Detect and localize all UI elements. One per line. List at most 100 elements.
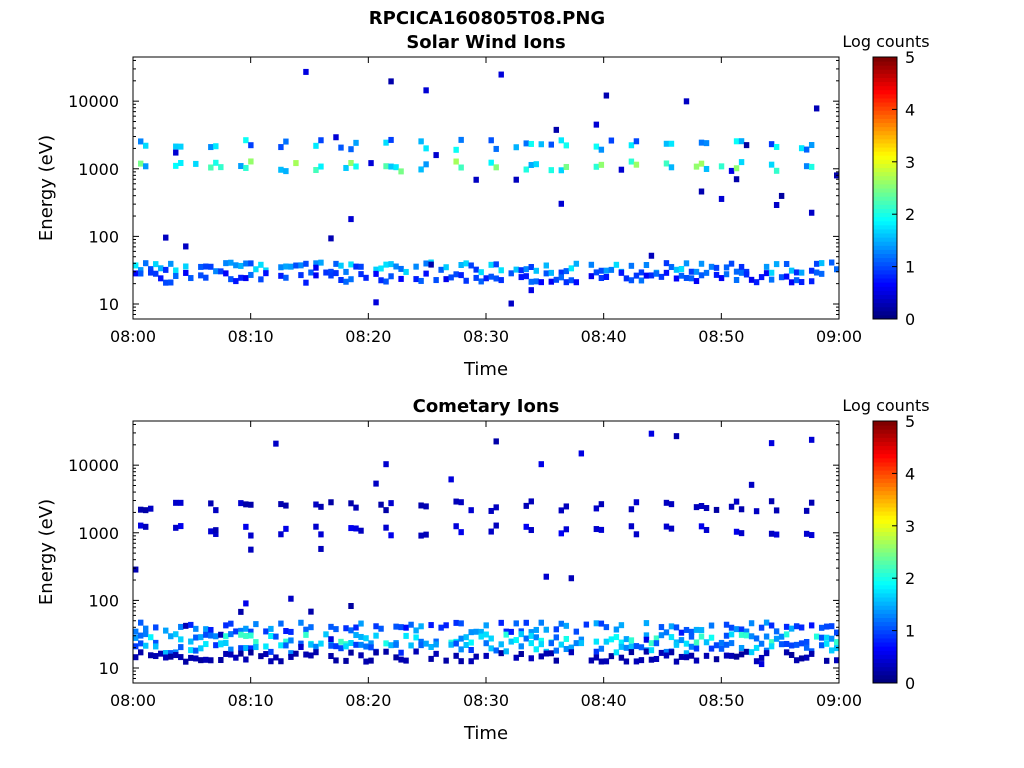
colorbar-step bbox=[873, 629, 897, 635]
spectrogram-cell bbox=[328, 623, 334, 630]
spectrogram-cell bbox=[473, 628, 479, 635]
spectrogram-cell bbox=[688, 643, 695, 650]
spectrogram-cell bbox=[593, 638, 600, 645]
spectrogram-cell bbox=[733, 176, 740, 183]
spectrogram-cell bbox=[143, 163, 149, 170]
spectrogram-cell bbox=[138, 640, 144, 647]
spectrogram-cell bbox=[673, 624, 680, 631]
spectrogram-cell bbox=[698, 139, 705, 146]
spectrogram-cell bbox=[313, 272, 319, 279]
spectrogram-cell bbox=[638, 657, 645, 664]
spectrogram-cell bbox=[758, 661, 765, 668]
spectrogram-cell bbox=[783, 631, 790, 638]
spectrogram-cell bbox=[343, 657, 349, 664]
spectrogram-cell bbox=[478, 269, 484, 276]
spectrogram-cell bbox=[408, 642, 414, 649]
colorbar-step bbox=[873, 658, 897, 664]
colorbar-step bbox=[873, 269, 897, 275]
spectrogram-cell bbox=[388, 532, 394, 539]
spectrogram-cell bbox=[138, 267, 144, 274]
spectrogram-cell bbox=[728, 631, 735, 638]
spectrogram-cell bbox=[483, 640, 489, 647]
spectrogram-cell bbox=[523, 266, 529, 273]
spectrogram-cell bbox=[558, 507, 565, 514]
colorbar-step bbox=[873, 564, 897, 569]
spectrogram-cell bbox=[368, 640, 374, 647]
spectrogram-cell bbox=[638, 277, 645, 284]
spectrogram-cell bbox=[458, 658, 464, 665]
spectrogram-cell bbox=[183, 263, 189, 270]
colorbar-tick-label: 1 bbox=[905, 258, 915, 277]
spectrogram-cell bbox=[238, 500, 244, 507]
colorbar-step bbox=[873, 506, 897, 512]
spectrogram-cell bbox=[763, 270, 770, 277]
spectrogram-cell bbox=[233, 654, 239, 661]
spectrogram-cell bbox=[703, 639, 710, 646]
spectrogram-cell bbox=[208, 657, 214, 664]
spectrogram-cell bbox=[553, 634, 560, 641]
spectrogram-cell bbox=[733, 653, 740, 660]
x-tick-label: 08:40 bbox=[581, 327, 627, 346]
spectrogram-cell bbox=[418, 532, 424, 539]
spectrogram-cell bbox=[673, 275, 680, 282]
spectrogram-cell bbox=[798, 145, 805, 152]
spectrogram-cell bbox=[143, 625, 149, 632]
spectrogram-cell bbox=[268, 633, 274, 639]
spectrogram-cell bbox=[538, 637, 544, 644]
spectrogram-cell bbox=[713, 506, 720, 513]
spectrogram-cell bbox=[528, 278, 534, 285]
spectrogram-cell bbox=[623, 658, 630, 665]
colorbar-tick-label: 2 bbox=[905, 569, 915, 588]
spectrogram-cell bbox=[338, 645, 344, 652]
spectrogram-cell bbox=[283, 638, 289, 645]
spectrogram-cell bbox=[223, 270, 229, 277]
spectrogram-cell bbox=[548, 650, 554, 657]
spectrogram-cell bbox=[508, 638, 514, 645]
y-tick-label: 10 bbox=[99, 295, 119, 314]
spectrogram-cell bbox=[693, 268, 700, 275]
y-tick-label: 10000 bbox=[68, 456, 119, 475]
spectrogram-cell bbox=[598, 645, 605, 652]
spectrogram-cell bbox=[818, 634, 825, 641]
spectrogram-cell bbox=[598, 526, 605, 533]
colorbar-step bbox=[873, 642, 897, 647]
spectrogram-cell bbox=[238, 274, 244, 281]
spectrogram-cell bbox=[313, 167, 319, 174]
spectrogram-cell bbox=[723, 621, 730, 628]
spectrogram-cell bbox=[278, 144, 284, 151]
spectrogram-cell bbox=[348, 276, 354, 283]
spectrogram-cell bbox=[543, 626, 549, 633]
spectrogram-cell bbox=[183, 658, 189, 665]
colorbar-step bbox=[873, 93, 897, 99]
spectrogram-cell bbox=[653, 655, 660, 662]
spectrogram-cell bbox=[333, 134, 339, 141]
spectrogram-cell bbox=[453, 498, 459, 505]
spectrogram-cell bbox=[138, 649, 144, 656]
spectrogram-cell bbox=[223, 260, 229, 267]
spectrogram-cell bbox=[368, 657, 374, 664]
spectrogram-cell bbox=[698, 633, 705, 640]
spectrogram-cell bbox=[268, 658, 274, 665]
spectrogram-cell bbox=[398, 265, 404, 272]
spectrogram-cell bbox=[203, 631, 209, 638]
spectrogram-cell bbox=[308, 624, 314, 631]
spectrogram-cell bbox=[253, 639, 259, 646]
spectrogram-cell bbox=[238, 262, 244, 269]
spectrogram-cell bbox=[778, 274, 785, 281]
spectrogram-cell bbox=[173, 149, 179, 156]
colorbar-step bbox=[873, 478, 897, 483]
spectrogram-cell bbox=[768, 498, 775, 505]
spectrogram-cell bbox=[188, 654, 194, 661]
spectrogram-cell bbox=[553, 626, 560, 633]
colorbar-step bbox=[873, 192, 897, 197]
colorbar-step bbox=[873, 179, 897, 185]
spectrogram-cell bbox=[718, 639, 725, 646]
spectrogram-cell bbox=[498, 650, 504, 657]
spectrogram-cell bbox=[528, 629, 534, 636]
spectrogram-cell bbox=[148, 266, 154, 273]
spectrogram-cell bbox=[648, 272, 655, 279]
spectrogram-cell bbox=[603, 624, 610, 631]
spectrogram-cell bbox=[588, 273, 595, 280]
spectrogram-cell bbox=[463, 634, 469, 641]
colorbar-step bbox=[873, 314, 897, 320]
